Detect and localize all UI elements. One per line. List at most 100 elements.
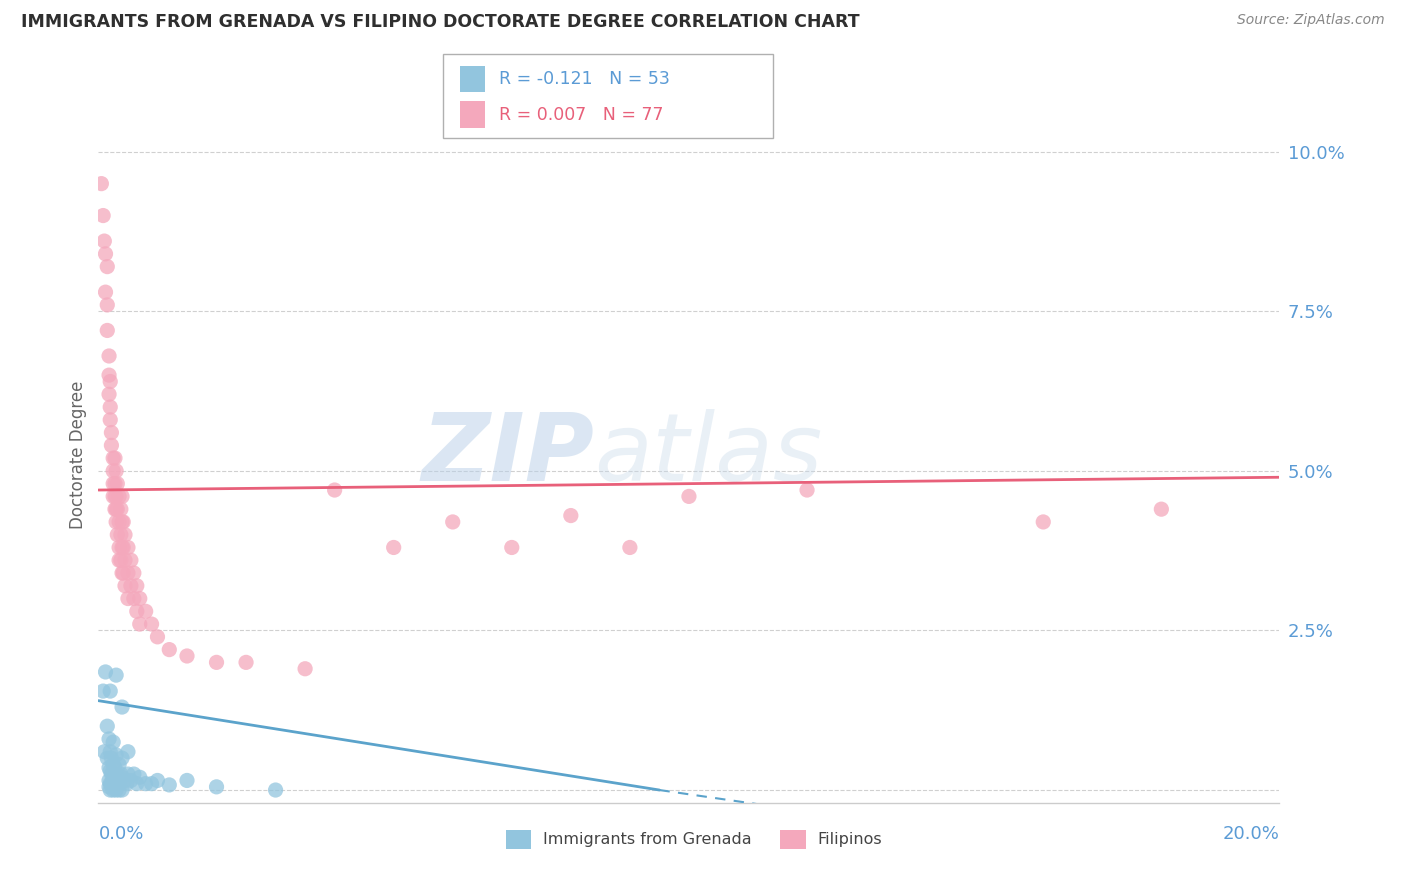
Point	[105, 527, 128, 541]
Point	[114, 553, 136, 567]
Point	[98, 368, 121, 383]
Point	[111, 751, 134, 765]
Point	[100, 751, 122, 765]
Point	[796, 483, 818, 497]
Point	[111, 515, 134, 529]
Point	[135, 604, 157, 618]
Point	[294, 662, 316, 676]
Point	[125, 579, 148, 593]
Point	[98, 783, 121, 797]
Point	[98, 761, 121, 775]
Point	[141, 617, 163, 632]
Point	[103, 773, 125, 788]
Point	[122, 767, 145, 781]
Point	[98, 777, 121, 791]
Point	[112, 515, 135, 529]
Point	[1150, 502, 1173, 516]
Point	[110, 502, 132, 516]
Point	[96, 260, 118, 274]
Point	[120, 553, 142, 567]
Point	[98, 745, 121, 759]
Point	[235, 656, 257, 670]
Point	[205, 780, 228, 794]
Point	[128, 770, 150, 784]
Point	[108, 515, 131, 529]
Point	[103, 735, 125, 749]
Point	[105, 783, 128, 797]
Point	[103, 476, 125, 491]
Point	[114, 527, 136, 541]
Point	[128, 617, 150, 632]
Y-axis label: Doctorate Degree: Doctorate Degree	[69, 381, 87, 529]
Point	[108, 757, 131, 772]
Text: Source: ZipAtlas.com: Source: ZipAtlas.com	[1237, 13, 1385, 28]
Point	[105, 777, 128, 791]
Point	[117, 541, 139, 555]
Point	[105, 464, 128, 478]
Point	[678, 490, 700, 504]
Point	[112, 566, 135, 580]
Point	[176, 648, 198, 663]
Point	[93, 745, 115, 759]
Point	[98, 349, 121, 363]
Point	[100, 438, 122, 452]
Point	[105, 490, 128, 504]
Point	[93, 234, 115, 248]
Point	[105, 747, 128, 762]
Point	[111, 770, 134, 784]
Point	[98, 731, 121, 746]
Point	[111, 490, 134, 504]
Point	[108, 783, 131, 797]
Point	[103, 464, 125, 478]
Text: Filipinos: Filipinos	[817, 832, 882, 847]
Point	[264, 783, 287, 797]
Text: ZIP: ZIP	[422, 409, 595, 501]
Point	[117, 767, 139, 781]
Point	[104, 502, 127, 516]
Point	[125, 604, 148, 618]
Point	[111, 783, 134, 797]
Point	[94, 247, 117, 261]
Point	[105, 515, 128, 529]
Point	[120, 579, 142, 593]
Point	[103, 783, 125, 797]
Point	[90, 177, 112, 191]
Point	[98, 400, 121, 414]
Point	[104, 490, 127, 504]
Point	[128, 591, 150, 606]
Point	[111, 566, 134, 580]
Point	[108, 490, 131, 504]
Point	[98, 684, 121, 698]
Point	[98, 375, 121, 389]
Point	[105, 668, 128, 682]
Point	[104, 451, 127, 466]
Point	[112, 541, 135, 555]
Point	[117, 591, 139, 606]
Point	[103, 490, 125, 504]
Point	[323, 483, 346, 497]
Point	[96, 323, 118, 337]
Point	[1032, 515, 1054, 529]
Point	[105, 773, 128, 788]
Point	[104, 761, 127, 775]
Point	[382, 541, 405, 555]
Text: 20.0%: 20.0%	[1223, 825, 1279, 843]
Point	[501, 541, 523, 555]
Point	[117, 745, 139, 759]
Text: atlas: atlas	[595, 409, 823, 500]
Point	[98, 413, 121, 427]
Point	[114, 773, 136, 788]
Text: R = 0.007   N = 77: R = 0.007 N = 77	[499, 105, 664, 123]
Point	[110, 553, 132, 567]
Point	[103, 757, 125, 772]
Point	[141, 777, 163, 791]
Text: 0.0%: 0.0%	[98, 825, 143, 843]
Point	[560, 508, 582, 523]
Point	[122, 566, 145, 580]
Text: IMMIGRANTS FROM GRENADA VS FILIPINO DOCTORATE DEGREE CORRELATION CHART: IMMIGRANTS FROM GRENADA VS FILIPINO DOCT…	[21, 13, 859, 31]
Point	[108, 553, 131, 567]
Point	[146, 773, 169, 788]
Point	[157, 778, 180, 792]
Point	[111, 700, 134, 714]
Point	[100, 778, 122, 792]
